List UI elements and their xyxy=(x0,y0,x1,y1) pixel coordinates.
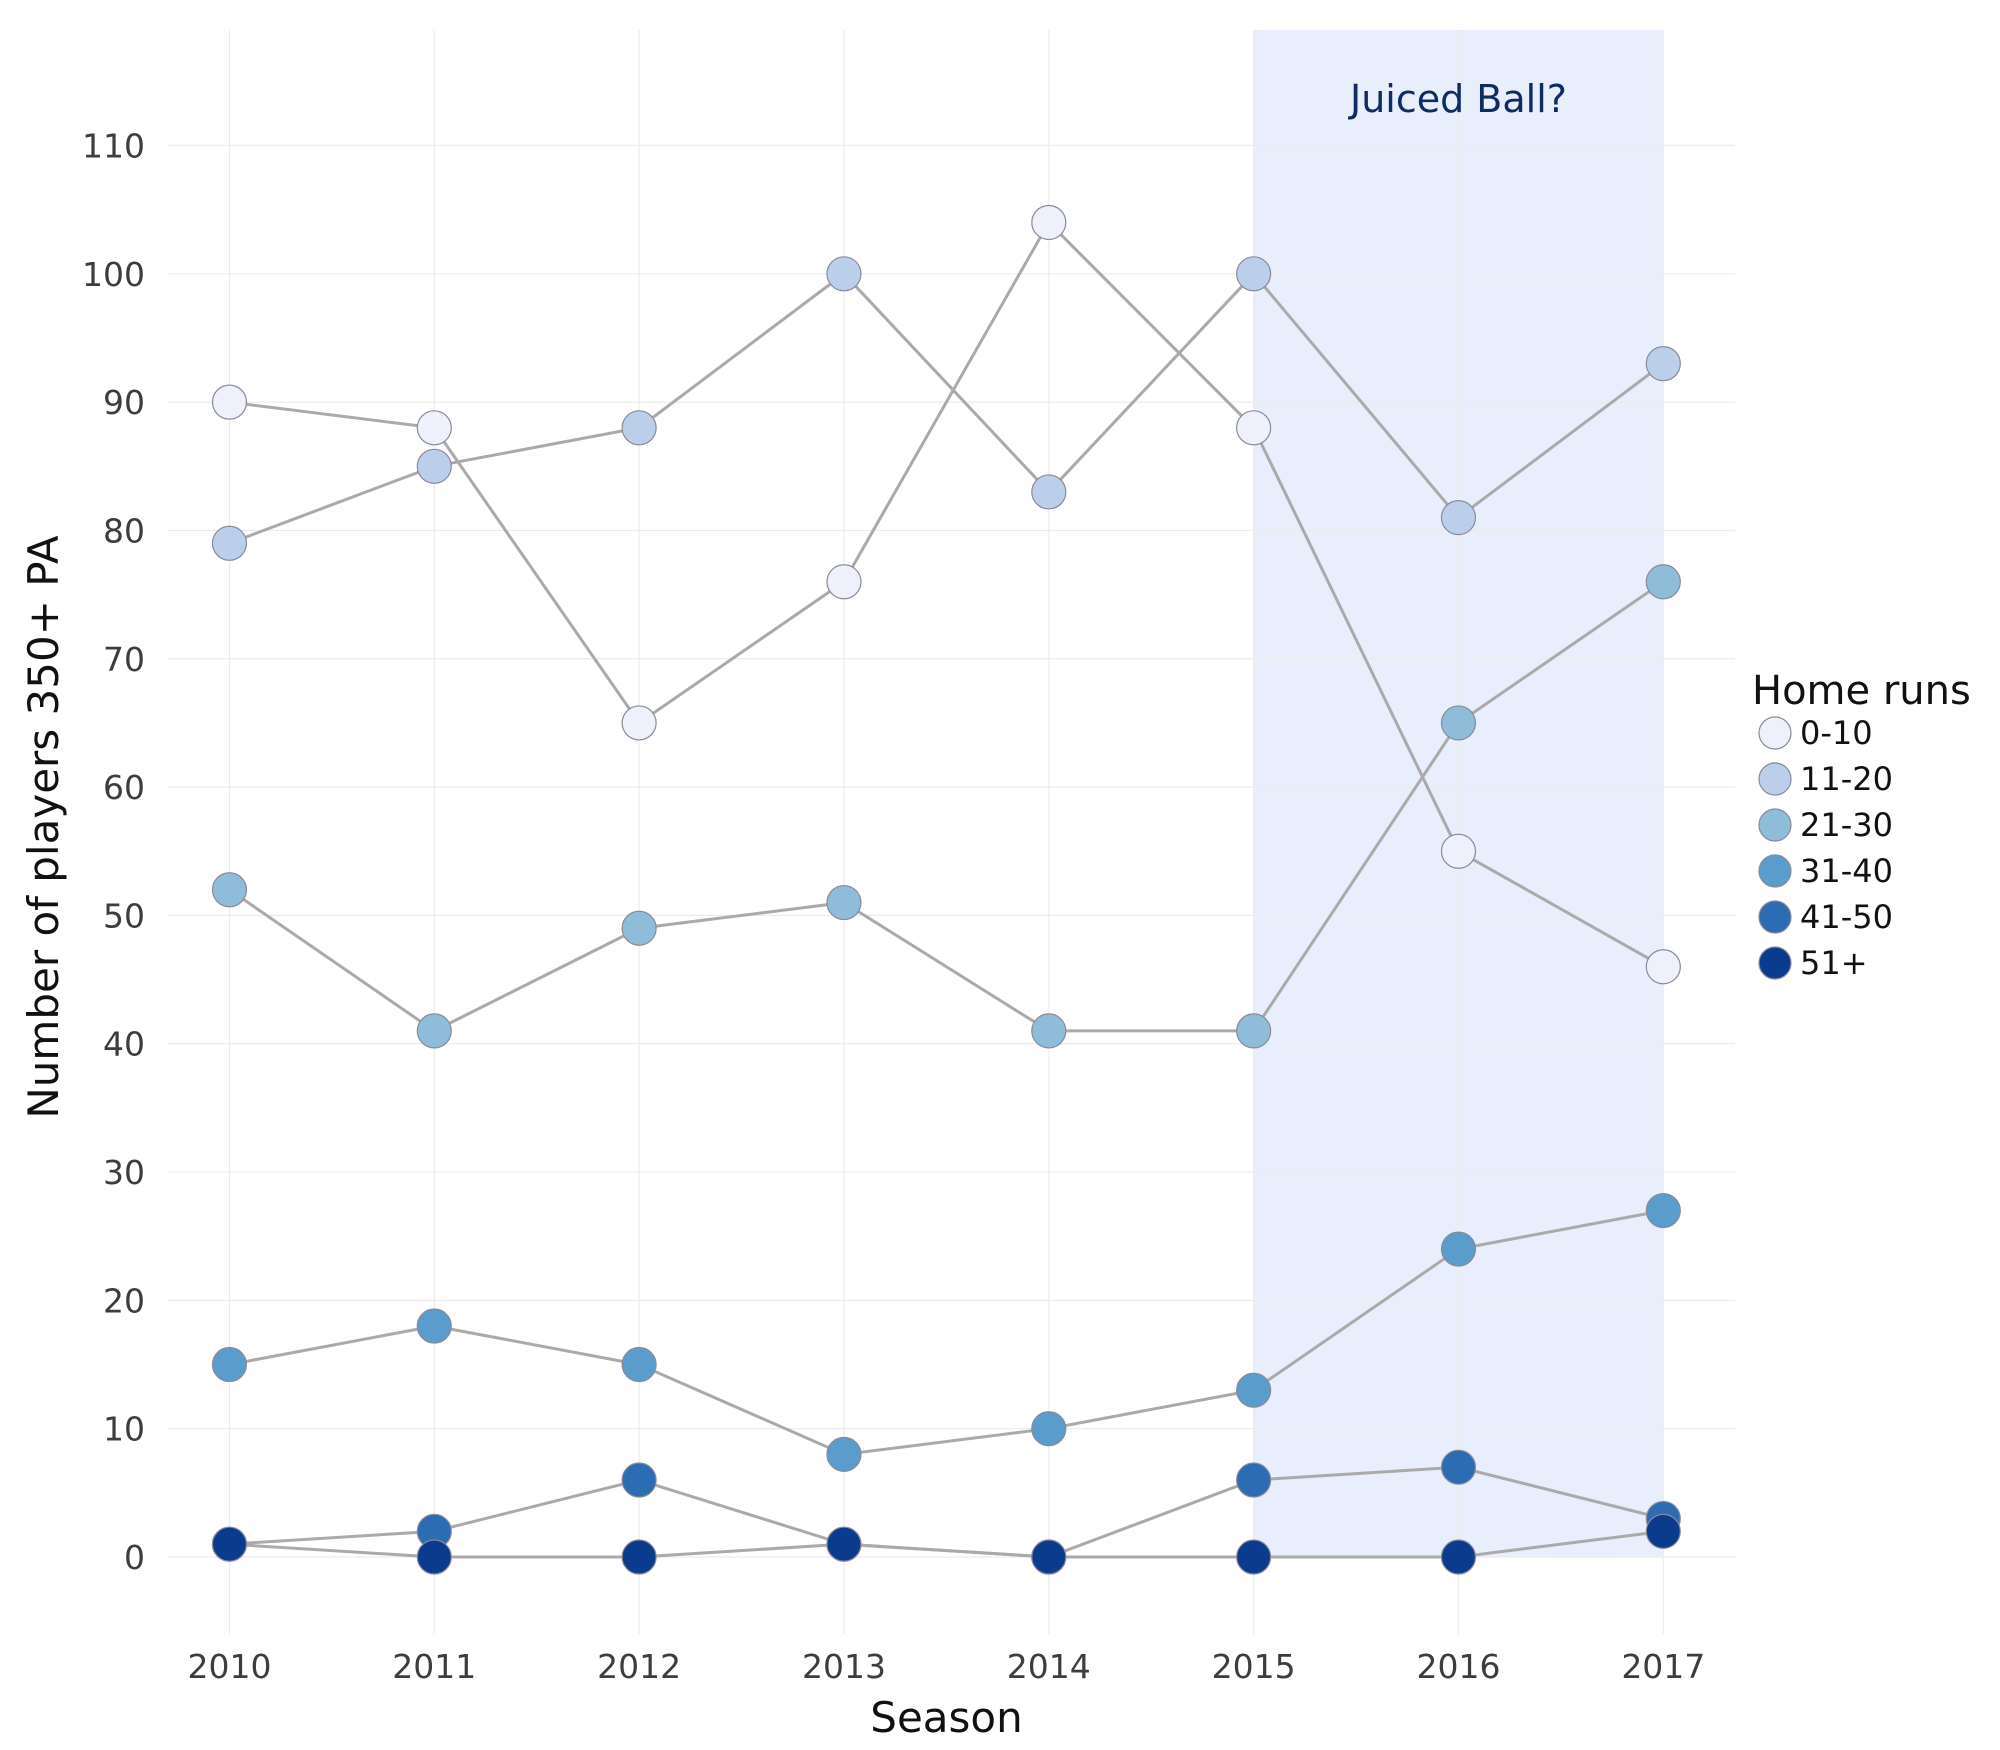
data-point-21-30-2011 xyxy=(416,1013,452,1049)
data-point-51plus-2014 xyxy=(1031,1539,1067,1575)
y-tick-label-30: 30 xyxy=(103,1153,145,1192)
y-tick-label-40: 40 xyxy=(103,1025,145,1064)
data-point-21-30-2017 xyxy=(1645,564,1681,600)
legend-label-31-40: 31-40 xyxy=(1800,852,1893,890)
data-point-0-10-2016 xyxy=(1440,833,1477,869)
data-point-21-30-2014 xyxy=(1031,1013,1067,1049)
data-point-11-20-2015 xyxy=(1236,256,1272,292)
legend-label-0-10: 0-10 xyxy=(1800,714,1873,752)
x-axis-title: Season xyxy=(870,1693,1022,1742)
data-point-51plus-2016 xyxy=(1440,1539,1477,1575)
series-line-11-20 xyxy=(228,271,1665,545)
x-tick-label-2013: 2013 xyxy=(802,1647,886,1686)
data-point-0-10-2015 xyxy=(1236,410,1272,446)
y-tick-label-10: 10 xyxy=(103,1410,145,1449)
data-point-31-40-2017 xyxy=(1645,1192,1681,1229)
data-point-11-20-2013 xyxy=(826,256,862,292)
data-point-11-20-2012 xyxy=(621,410,657,446)
data-point-11-20-2010 xyxy=(211,525,248,561)
y-tick-label-100: 100 xyxy=(82,255,145,294)
series-line-31-40 xyxy=(229,1209,1664,1456)
x-tick-label-2012: 2012 xyxy=(597,1647,681,1686)
y-tick-label-90: 90 xyxy=(103,383,145,422)
data-point-51plus-2012 xyxy=(621,1539,657,1575)
data-point-21-30-2013 xyxy=(826,884,862,921)
data-point-31-40-2013 xyxy=(826,1436,862,1472)
data-point-31-40-2011 xyxy=(416,1308,452,1344)
juiced-ball-annotation: Juiced Ball? xyxy=(1348,77,1567,121)
legend: Home runs 0-10 11-20 21-30 31-40 41-50 51+ xyxy=(1752,668,1971,982)
legend-marker-11-20 xyxy=(1758,762,1792,796)
series-line-51plus xyxy=(229,1529,1664,1559)
legend-marker-21-30 xyxy=(1758,808,1792,842)
grid-layer xyxy=(168,30,1735,1634)
data-point-11-20-2011 xyxy=(416,448,452,484)
data-point-11-20-2016 xyxy=(1440,500,1477,536)
data-point-31-40-2016 xyxy=(1440,1231,1477,1267)
legend-label-11-20: 11-20 xyxy=(1800,760,1893,798)
y-tick-label-70: 70 xyxy=(103,640,145,679)
data-point-51plus-2017 xyxy=(1645,1513,1681,1549)
data-point-0-10-2017 xyxy=(1645,949,1681,985)
x-tick-label-2017: 2017 xyxy=(1621,1647,1705,1686)
legend-items: 0-10 11-20 21-30 31-40 41-50 51+ xyxy=(1758,714,1893,982)
legend-marker-0-10 xyxy=(1758,716,1792,750)
y-tick-label-110: 110 xyxy=(82,126,145,165)
x-tick-label-2011: 2011 xyxy=(392,1647,476,1686)
data-point-31-40-2012 xyxy=(621,1346,657,1383)
y-tick-label-20: 20 xyxy=(103,1281,145,1320)
data-point-21-30-2010 xyxy=(211,872,248,908)
data-point-0-10-2011 xyxy=(416,410,452,446)
y-tick-label-60: 60 xyxy=(103,768,145,807)
data-point-51plus-2013 xyxy=(826,1526,862,1562)
data-point-31-40-2015 xyxy=(1236,1372,1272,1408)
data-point-41-50-2015 xyxy=(1236,1462,1272,1498)
data-point-41-50-2012 xyxy=(621,1462,657,1498)
data-point-41-50-2016 xyxy=(1440,1449,1477,1485)
series-line-0-10 xyxy=(229,220,1665,969)
data-point-31-40-2010 xyxy=(211,1346,248,1383)
legend-marker-31-40 xyxy=(1758,854,1792,888)
data-point-21-30-2015 xyxy=(1236,1013,1272,1049)
legend-label-21-30: 21-30 xyxy=(1800,806,1893,844)
legend-label-51plus: 51+ xyxy=(1800,944,1868,982)
series-lines-layer xyxy=(228,220,1665,1559)
x-tick-label-2015: 2015 xyxy=(1212,1647,1296,1686)
series-line-21-30 xyxy=(228,580,1665,1033)
data-point-21-30-2016 xyxy=(1440,705,1477,741)
data-point-11-20-2017 xyxy=(1645,346,1681,382)
data-points-layer xyxy=(211,204,1681,1575)
legend-marker-41-50 xyxy=(1758,900,1792,934)
legend-title: Home runs xyxy=(1752,668,1971,714)
legend-label-41-50: 41-50 xyxy=(1800,898,1893,936)
x-tick-label-2016: 2016 xyxy=(1416,1647,1500,1686)
y-tick-label-0: 0 xyxy=(124,1538,145,1577)
data-point-0-10-2012 xyxy=(621,705,657,741)
legend-marker-51plus xyxy=(1758,946,1792,980)
data-point-11-20-2014 xyxy=(1031,474,1067,510)
data-point-0-10-2013 xyxy=(826,564,862,600)
y-axis-title: Number of players 350+ PA xyxy=(19,535,68,1119)
data-point-31-40-2014 xyxy=(1031,1411,1067,1447)
x-tick-label-2010: 2010 xyxy=(187,1647,271,1686)
data-point-51plus-2011 xyxy=(416,1539,452,1575)
data-point-51plus-2010 xyxy=(211,1526,248,1562)
y-tick-label-50: 50 xyxy=(103,896,145,935)
data-point-51plus-2015 xyxy=(1236,1539,1272,1575)
data-point-21-30-2012 xyxy=(621,910,657,946)
x-tick-label-2014: 2014 xyxy=(1007,1647,1091,1686)
y-tick-label-80: 80 xyxy=(103,511,145,550)
data-point-0-10-2010 xyxy=(211,384,248,420)
tick-labels-layer: 0 10 20 30 40 50 60 70 80 90 100 110 2010 2011 2012 201… xyxy=(82,126,1705,1686)
data-point-0-10-2014 xyxy=(1031,204,1067,241)
